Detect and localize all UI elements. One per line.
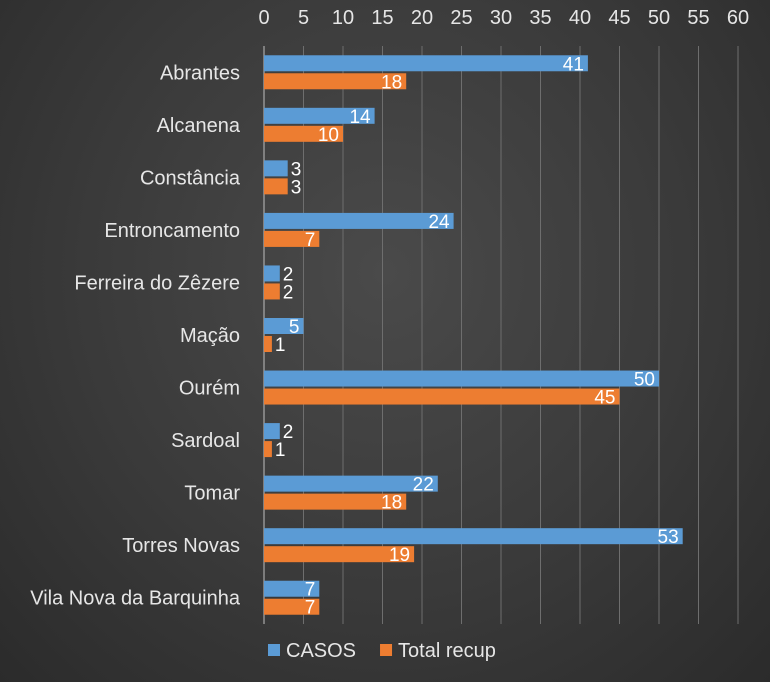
category-label: Tomar <box>184 483 240 505</box>
category-label: Mação <box>180 325 240 347</box>
legend-swatch <box>268 644 280 656</box>
bar-total-recup <box>264 546 415 563</box>
legend-label: Total recup <box>398 640 496 662</box>
bar-total-recup <box>264 388 620 405</box>
category-label: Entroncamento <box>104 220 240 242</box>
x-tick-label: 25 <box>450 7 472 29</box>
data-label: 19 <box>389 545 410 566</box>
x-tick-label: 15 <box>371 7 393 29</box>
data-label: 2 <box>283 282 294 303</box>
data-label: 2 <box>283 264 294 285</box>
bar-casos <box>264 475 438 492</box>
data-label: 50 <box>634 370 655 391</box>
bar-casos <box>264 107 375 124</box>
data-label: 53 <box>658 527 679 548</box>
data-label: 10 <box>318 125 339 146</box>
bar-total-recup <box>264 73 407 90</box>
x-tick-label: 40 <box>569 7 591 29</box>
data-label: 3 <box>291 159 302 180</box>
category-label: Sardoal <box>171 430 240 452</box>
bar-total-recup <box>264 230 320 247</box>
bar-total-recup <box>264 598 320 615</box>
bar-casos <box>264 160 288 177</box>
bar-total-recup <box>264 283 280 300</box>
bar-casos <box>264 55 588 72</box>
data-label: 18 <box>381 493 402 514</box>
data-label: 7 <box>305 580 316 601</box>
bar-total-recup <box>264 336 272 352</box>
data-label: 2 <box>283 422 294 443</box>
bar-casos <box>264 580 320 597</box>
category-labels: Abrantes Alcanena Constância Entroncamento F… <box>30 62 241 609</box>
x-tick-label: 30 <box>490 7 512 29</box>
legend-swatch <box>380 644 393 656</box>
gridlines <box>263 46 739 624</box>
data-label: 18 <box>381 72 402 93</box>
bar-casos <box>264 370 659 387</box>
data-label: 24 <box>428 212 450 233</box>
x-tick-label: 60 <box>727 7 749 29</box>
x-tick-label: 50 <box>648 7 670 29</box>
bar-casos <box>264 212 454 229</box>
x-tick-label: 55 <box>687 7 709 29</box>
x-tick-label: 10 <box>332 7 354 29</box>
data-label: 7 <box>305 230 316 251</box>
category-label: Alcanena <box>157 115 241 137</box>
bar-casos <box>264 318 304 334</box>
legend: CASOS Total recup <box>268 640 496 662</box>
data-label: 41 <box>563 54 584 75</box>
bar-total-recup <box>264 441 272 458</box>
category-label: Ourém <box>179 378 240 400</box>
category-label: Vila Nova da Barquinha <box>30 588 241 610</box>
bar-casos <box>264 265 280 282</box>
data-label: 7 <box>305 598 316 619</box>
data-label: 5 <box>289 317 300 338</box>
data-label: 1 <box>275 335 286 356</box>
category-label: Constância <box>140 167 241 189</box>
category-label: Torres Novas <box>122 535 240 557</box>
bar-total-recup <box>264 493 407 510</box>
data-label: 3 <box>291 177 302 198</box>
bar-casos <box>264 423 280 440</box>
category-label: Abrantes <box>160 62 240 84</box>
category-label: Ferreira do Zêzere <box>74 272 240 294</box>
data-label: 22 <box>413 475 434 496</box>
x-tick-label: 20 <box>411 7 433 29</box>
data-label: 14 <box>349 107 371 128</box>
x-tick-label: 5 <box>298 7 309 29</box>
x-tick-label: 0 <box>258 7 269 29</box>
data-label: 45 <box>594 388 615 409</box>
bar-total-recup <box>264 178 288 195</box>
x-tick-label: 35 <box>529 7 551 29</box>
bar-casos <box>264 528 683 545</box>
x-axis-ticks: 0 5 10 15 20 25 30 35 40 45 50 55 60 <box>258 7 749 29</box>
x-tick-label: 45 <box>608 7 630 29</box>
legend-label: CASOS <box>286 640 356 662</box>
bar-total-recup <box>264 125 343 142</box>
data-label: 1 <box>275 440 286 461</box>
